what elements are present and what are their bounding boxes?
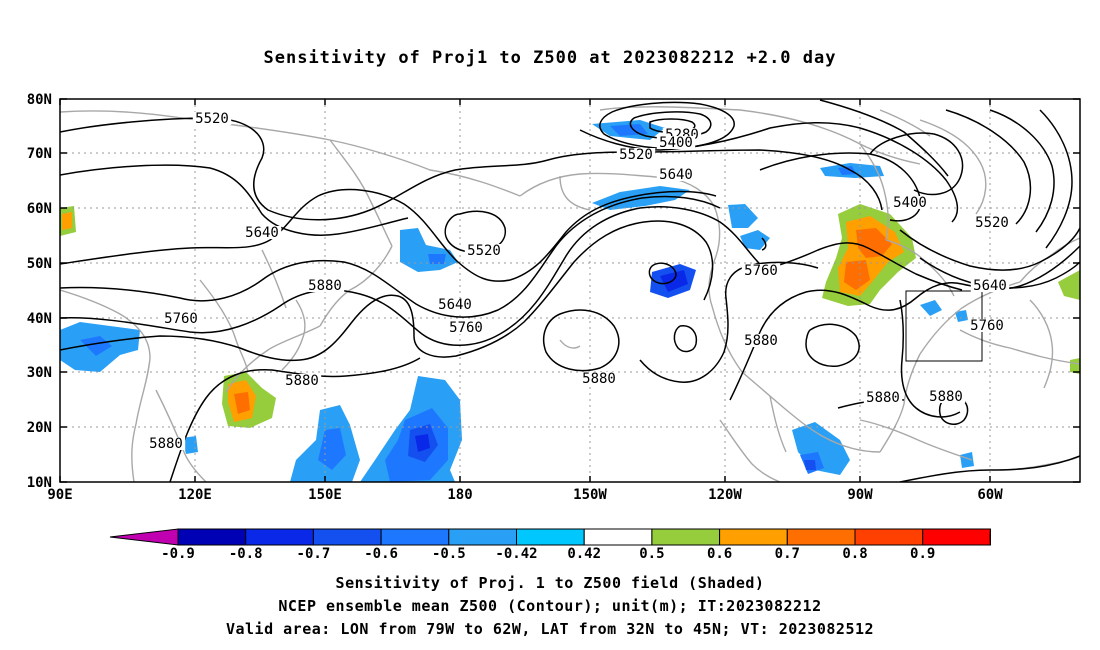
contour-label: 5640 [659, 167, 693, 183]
colorbar-segment [380, 528, 450, 546]
lon-tick-label: 120W [708, 487, 742, 503]
contour-label: 5640 [245, 225, 279, 241]
colorbar-segment [583, 528, 653, 546]
lon-tick-label: 150W [573, 487, 607, 503]
colorbar-tick-label: -0.6 [364, 546, 398, 562]
colorbar-min-triangle [109, 528, 179, 546]
contour-label: 5640 [438, 297, 472, 313]
colorbar-tick-label: -0.8 [229, 546, 263, 562]
lat-tick-label: 60N [27, 201, 52, 217]
caption-line-1: Sensitivity of Proj. 1 to Z500 field (Sh… [335, 574, 765, 592]
lon-tick-label: 180 [447, 487, 472, 503]
graticule [60, 99, 1080, 482]
colorbar-segment [651, 528, 721, 546]
contour-labels: 5520528054005520564054005520564055205760… [146, 111, 1012, 452]
lon-tick-label: 150E [308, 487, 342, 503]
contour-label: 5520 [195, 111, 229, 127]
lat-tick-label: 30N [27, 365, 52, 381]
colorbar-tick-label: 0.6 [707, 546, 732, 562]
lat-tick-label: 10N [27, 475, 52, 491]
contour-label: 5880 [308, 278, 342, 294]
colorbar-segment [177, 528, 247, 546]
lat-axis: 80N 70N 60N 50N 40N 30N 20N 10N [27, 92, 1080, 491]
contour-label: 5520 [975, 215, 1009, 231]
colorbar-segment [516, 528, 585, 546]
contour-label: 5760 [449, 320, 483, 336]
colorbar-tick-label: 0.5 [639, 546, 664, 562]
coastlines [60, 106, 1080, 482]
colorbar-segment [245, 528, 314, 546]
lat-tick-label: 50N [27, 256, 52, 272]
lat-tick-label: 40N [27, 311, 52, 327]
contour-label: 5880 [582, 371, 616, 387]
colorbar-tick-label: 0.8 [842, 546, 867, 562]
lat-tick-label: 70N [27, 146, 52, 162]
colorbar-tick-label: -0.42 [495, 546, 537, 562]
lat-tick-label: 80N [27, 92, 52, 108]
colorbar: -0.9 -0.8 -0.7 -0.6 -0.5 -0.42 0.42 0.5 0.6 0.7 0.… [109, 528, 991, 562]
lon-tick-label: 60W [977, 487, 1003, 503]
contour-label: 5760 [164, 311, 198, 327]
map-title: Sensitivity of Proj1 to Z500 at 20230822… [263, 48, 837, 68]
contour-label: 5760 [970, 318, 1004, 334]
contour-label: 5760 [744, 263, 778, 279]
colorbar-segment [312, 528, 382, 546]
contour-label: 5880 [149, 436, 183, 452]
colorbar-segment [922, 528, 991, 546]
contour-label: 5520 [619, 147, 653, 163]
contour-label: 5880 [866, 390, 900, 406]
contour-label: 5400 [893, 195, 927, 211]
colorbar-tick-label: 0.7 [775, 546, 800, 562]
colorbar-tick-label: 0.42 [567, 546, 601, 562]
lon-axis: 90E 120E 150E 180 150W 120W 90W 60W [47, 99, 1003, 503]
lon-tick-label: 120E [178, 487, 212, 503]
colorbar-tick-label: 0.9 [910, 546, 935, 562]
contour-label: 5880 [744, 333, 778, 349]
colorbar-segment [719, 528, 788, 546]
caption-line-2: NCEP ensemble mean Z500 (Contour); unit(… [278, 597, 822, 615]
lon-tick-label: 90E [47, 487, 72, 503]
contour-label: 5400 [659, 135, 693, 151]
caption-line-3: Valid area: LON from 79W to 62W, LAT fro… [225, 620, 875, 638]
colorbar-segment [854, 528, 924, 546]
lat-tick-label: 20N [27, 420, 52, 436]
contour-label: 5880 [285, 373, 319, 389]
sensitivity-shading [60, 120, 1080, 482]
colorbar-segment [786, 528, 856, 546]
colorbar-tick-label: -0.5 [432, 546, 466, 562]
contour-label: 5880 [929, 389, 963, 405]
contour-label: 5640 [973, 278, 1007, 294]
colorbar-tick-label: -0.9 [161, 546, 195, 562]
colorbar-segment [448, 528, 517, 546]
positive-sensitivity-regions [60, 204, 1080, 428]
z500-contours [60, 99, 1080, 482]
colorbar-tick-label: -0.7 [297, 546, 331, 562]
lon-tick-label: 90W [847, 487, 873, 503]
plot-frame [59, 98, 1081, 483]
contour-label: 5520 [467, 243, 501, 259]
